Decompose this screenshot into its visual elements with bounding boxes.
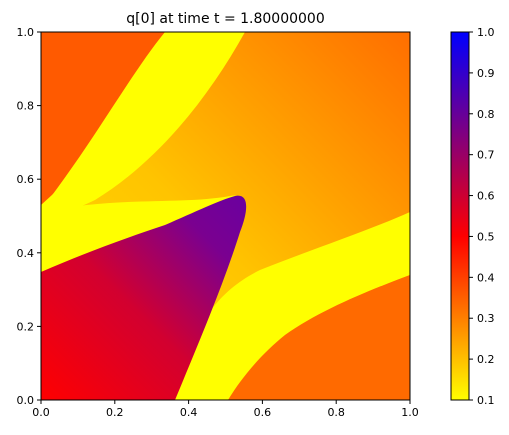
plot-frame bbox=[40, 31, 411, 401]
heatmap-region-low-stripe-lower-inner bbox=[190, 230, 410, 400]
x-axis: 0.0 0.2 0.4 0.6 0.8 1.0 bbox=[32, 400, 419, 419]
colorbar-tick-label: 0.8 bbox=[477, 108, 495, 121]
colorbar-tick-label: 1.0 bbox=[477, 26, 495, 39]
heatmap-region-high-lobe bbox=[41, 195, 247, 400]
colorbar-tick-label: 0.4 bbox=[477, 271, 495, 284]
colorbar-tick-label: 0.2 bbox=[477, 353, 495, 366]
x-tick-label: 0.2 bbox=[106, 406, 124, 419]
heatmap-region-upper-left-band bbox=[41, 32, 165, 210]
x-tick-label: 0.0 bbox=[32, 406, 50, 419]
heatmap-region-lower-right-band bbox=[228, 275, 410, 400]
y-tick-label: 0.6 bbox=[17, 173, 35, 186]
chart-title: q[0] at time t = 1.80000000 bbox=[126, 11, 325, 27]
y-tick-label: 0.2 bbox=[17, 320, 35, 333]
colorbar-tick-label: 0.5 bbox=[477, 230, 495, 243]
colorbar-tick-label: 0.3 bbox=[477, 312, 495, 325]
x-tick-label: 0.4 bbox=[180, 406, 198, 419]
x-tick-label: 0.8 bbox=[327, 406, 345, 419]
heatmap-image bbox=[41, 32, 410, 400]
y-tick-label: 0.8 bbox=[17, 100, 35, 113]
heatmap-region-low-stripe-upper-extend bbox=[41, 32, 245, 218]
colorbar-tick-label: 0.6 bbox=[477, 190, 495, 203]
y-tick-label: 0.0 bbox=[17, 394, 35, 407]
x-tick-label: 0.6 bbox=[254, 406, 272, 419]
colorbar bbox=[450, 31, 470, 401]
y-tick-label: 0.4 bbox=[17, 247, 35, 260]
colorbar-tick-label: 0.9 bbox=[477, 67, 495, 80]
colorbar-tick-label: 0.7 bbox=[477, 149, 495, 162]
colorbar-axis: 0.1 0.2 0.3 0.4 0.5 0.6 0.7 0.8 0.9 1.0 bbox=[469, 26, 495, 407]
colorbar-tick-label: 0.1 bbox=[477, 394, 495, 407]
y-axis: 0.0 0.2 0.4 0.6 0.8 1.0 bbox=[17, 26, 41, 407]
y-tick-label: 1.0 bbox=[17, 26, 35, 39]
x-tick-label: 1.0 bbox=[401, 406, 419, 419]
